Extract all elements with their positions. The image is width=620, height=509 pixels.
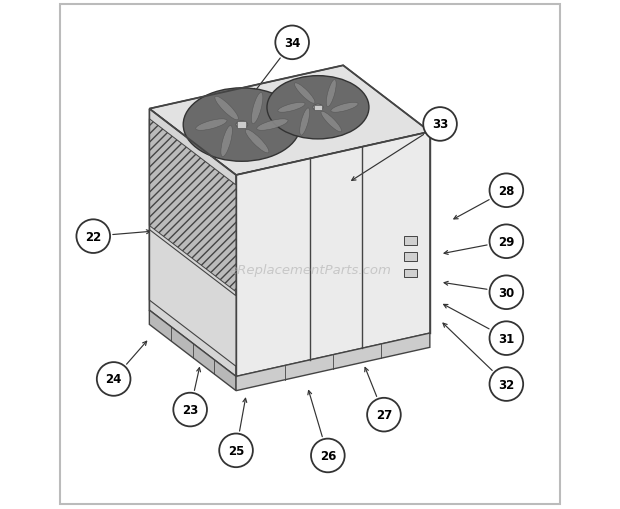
Ellipse shape [294, 83, 315, 104]
Circle shape [490, 174, 523, 208]
Circle shape [76, 220, 110, 253]
Circle shape [490, 367, 523, 401]
FancyBboxPatch shape [404, 253, 417, 262]
Ellipse shape [196, 120, 227, 131]
Ellipse shape [278, 103, 305, 113]
Circle shape [97, 362, 130, 396]
Polygon shape [149, 230, 236, 366]
Circle shape [490, 225, 523, 259]
Polygon shape [236, 132, 430, 377]
Circle shape [423, 108, 457, 142]
Ellipse shape [221, 126, 232, 157]
Circle shape [367, 398, 401, 432]
Text: 32: 32 [498, 378, 515, 391]
FancyBboxPatch shape [404, 269, 417, 278]
FancyBboxPatch shape [237, 122, 247, 128]
Circle shape [219, 434, 253, 467]
Circle shape [275, 26, 309, 60]
Text: 31: 31 [498, 332, 515, 345]
Polygon shape [149, 120, 236, 292]
Text: 27: 27 [376, 408, 392, 421]
Text: 26: 26 [320, 449, 336, 462]
Ellipse shape [184, 89, 301, 162]
Ellipse shape [215, 97, 238, 121]
Ellipse shape [321, 112, 342, 132]
Circle shape [490, 276, 523, 309]
Text: 28: 28 [498, 184, 515, 197]
Ellipse shape [246, 130, 269, 154]
Ellipse shape [299, 109, 309, 136]
Polygon shape [236, 333, 430, 391]
Ellipse shape [251, 93, 263, 124]
Ellipse shape [236, 122, 248, 129]
Ellipse shape [267, 76, 369, 139]
Ellipse shape [257, 120, 288, 131]
Polygon shape [149, 109, 236, 377]
Text: 29: 29 [498, 235, 515, 248]
Ellipse shape [326, 80, 336, 107]
Text: 33: 33 [432, 118, 448, 131]
Text: 24: 24 [105, 373, 122, 386]
Polygon shape [149, 310, 236, 391]
Text: 25: 25 [228, 444, 244, 457]
Text: 34: 34 [284, 37, 300, 50]
Circle shape [174, 393, 207, 427]
Ellipse shape [331, 103, 358, 113]
Text: 30: 30 [498, 286, 515, 299]
Text: eReplacementParts.com: eReplacementParts.com [229, 263, 391, 276]
Circle shape [490, 322, 523, 355]
Polygon shape [149, 66, 430, 176]
Text: 23: 23 [182, 403, 198, 416]
Text: 22: 22 [85, 230, 102, 243]
FancyBboxPatch shape [314, 105, 322, 111]
FancyBboxPatch shape [404, 237, 417, 245]
Ellipse shape [313, 105, 323, 111]
Circle shape [311, 439, 345, 472]
